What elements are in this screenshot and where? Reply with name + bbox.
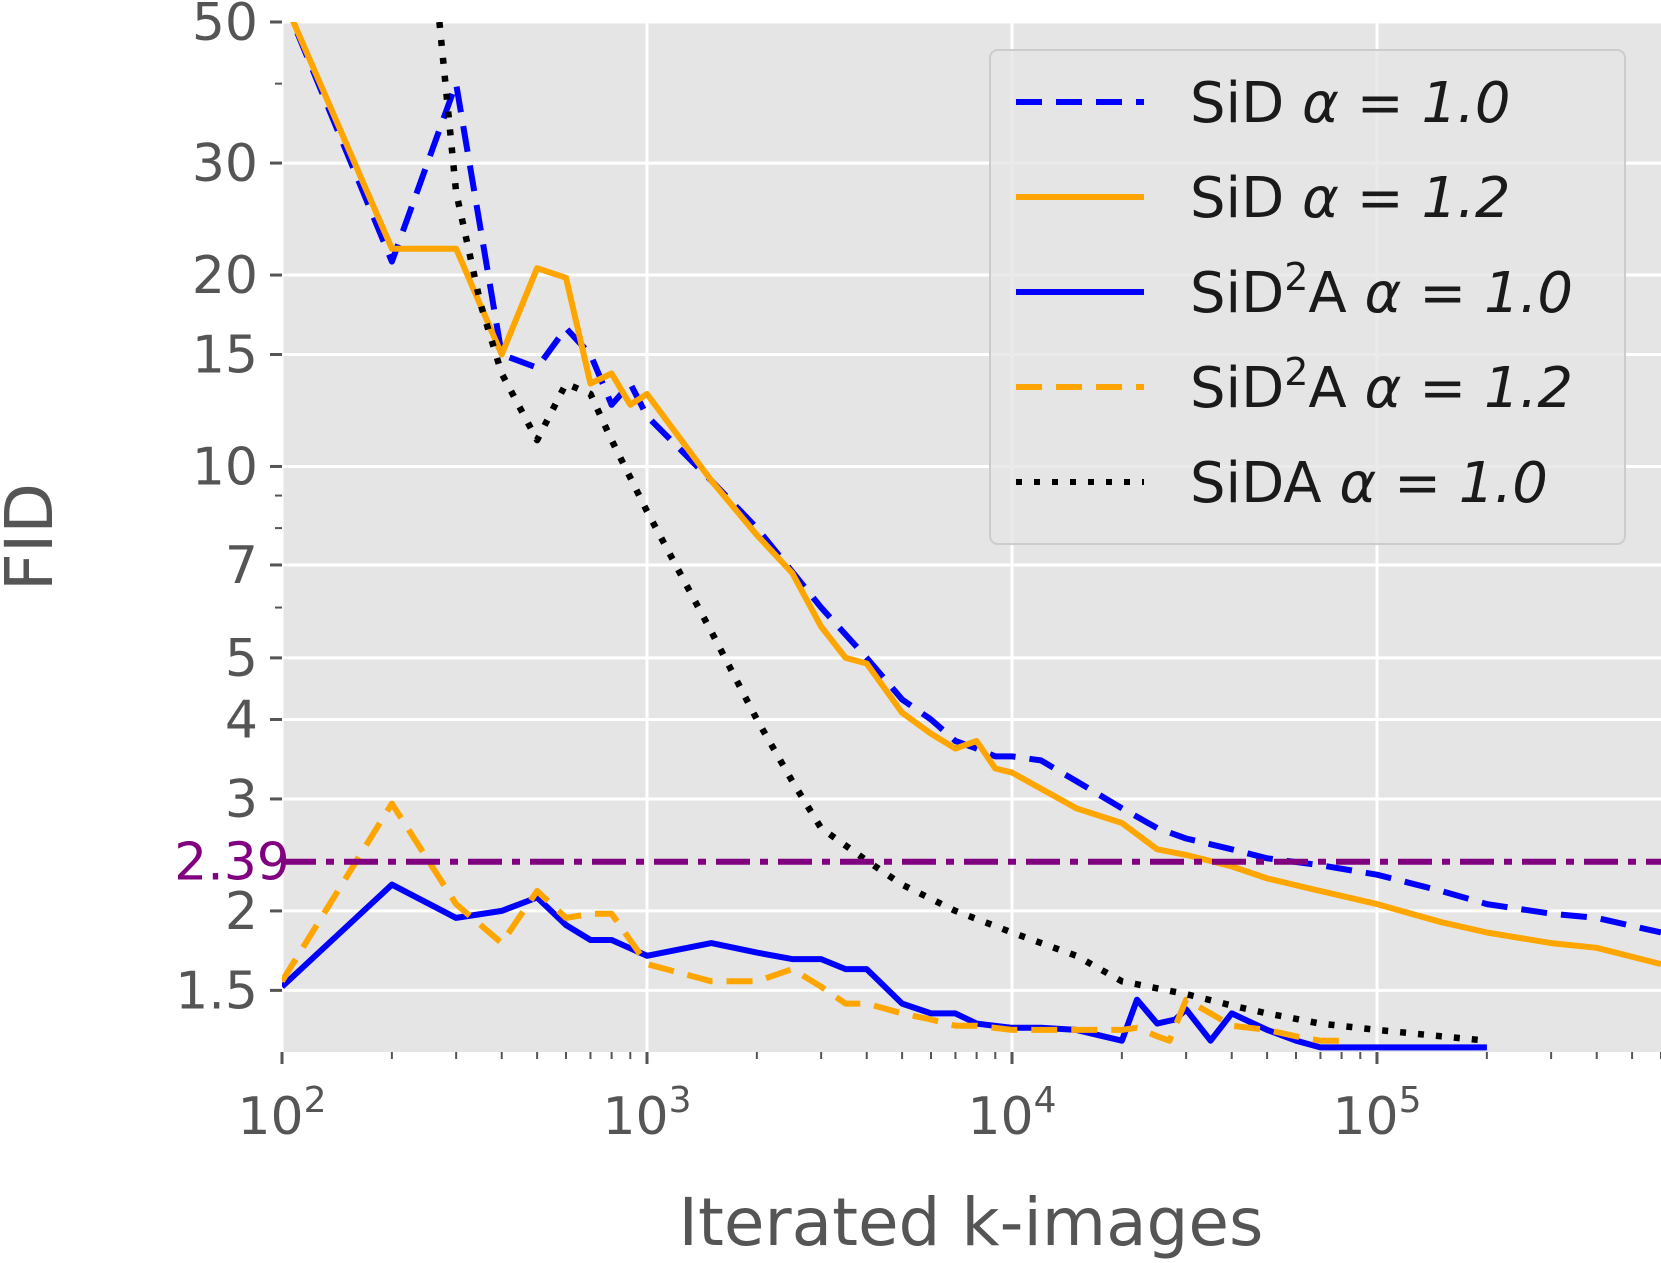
y-tick-label: 4	[225, 691, 258, 751]
reference-layer: 2.39	[174, 833, 1661, 893]
legend-alpha: α = 1.0	[1322, 451, 1548, 516]
legend-alpha: α = 1.2	[1284, 166, 1510, 231]
x-tick-exponent: 4	[1034, 1080, 1057, 1121]
legend-label-3: SiD2A α = 1.0	[1190, 255, 1573, 326]
y-tick-label: 5	[225, 629, 258, 689]
legend-label-1: SiD α = 1.0	[1190, 71, 1511, 136]
x-tick-base: 10	[237, 1087, 303, 1147]
y-axis-label: FID	[0, 483, 68, 591]
legend-label-4: SiD2A α = 1.2	[1190, 350, 1573, 421]
legend-label-5: SiDA α = 1.0	[1190, 451, 1548, 516]
x-tick-base: 10	[967, 1087, 1033, 1147]
series-line-2	[290, 22, 1661, 968]
x-tick-base: 10	[602, 1087, 668, 1147]
legend-box	[989, 49, 1626, 545]
y-tick-label: 15	[192, 325, 258, 385]
minor-ticks	[275, 82, 1661, 1059]
legend-superscript: 2	[1284, 350, 1308, 394]
x-tick-label: 102	[237, 1080, 326, 1147]
series-line-3	[282, 881, 1487, 1051]
legend-label-2: SiD α = 1.2	[1190, 166, 1511, 231]
legend-alpha: α = 1.0	[1347, 261, 1573, 326]
series-line-5	[436, 22, 1488, 1044]
x-tick-label: 103	[602, 1080, 691, 1147]
legend-alpha: α = 1.0	[1284, 71, 1510, 136]
legend-name: SiDA	[1190, 451, 1322, 516]
x-tick-exponent: 3	[669, 1080, 692, 1121]
y-tick-label: 10	[192, 437, 258, 497]
x-tick-base: 10	[1332, 1087, 1398, 1147]
y-tick-label: 30	[192, 134, 258, 194]
x-tick-label: 105	[1332, 1080, 1421, 1147]
legend-name: SiD	[1190, 261, 1284, 326]
x-tick-exponent: 2	[304, 1080, 327, 1121]
legend-alpha: α = 1.2	[1347, 356, 1573, 421]
y-tick-label: 20	[192, 246, 258, 306]
y-tick-label: 1.5	[175, 961, 258, 1021]
y-tick-label: 7	[225, 536, 258, 596]
legend-name: SiD	[1190, 71, 1284, 136]
series-line-4	[282, 800, 1342, 1044]
legend-superscript: 2	[1284, 255, 1308, 299]
x-tick-label: 104	[967, 1080, 1056, 1147]
legend-name: SiD	[1190, 356, 1284, 421]
y-tick-label: 2	[225, 882, 258, 942]
reference-label: 2.39	[174, 833, 290, 893]
y-tick-label: 50	[192, 0, 258, 53]
x-axis-label: Iterated k-images	[679, 1184, 1264, 1261]
legend-suffix: A	[1308, 261, 1346, 326]
series-layer	[282, 22, 1661, 1051]
x-tick-exponent: 5	[1399, 1080, 1422, 1121]
legend-name: SiD	[1190, 166, 1284, 231]
y-tick-label: 3	[225, 770, 258, 830]
legend-suffix: A	[1308, 356, 1346, 421]
